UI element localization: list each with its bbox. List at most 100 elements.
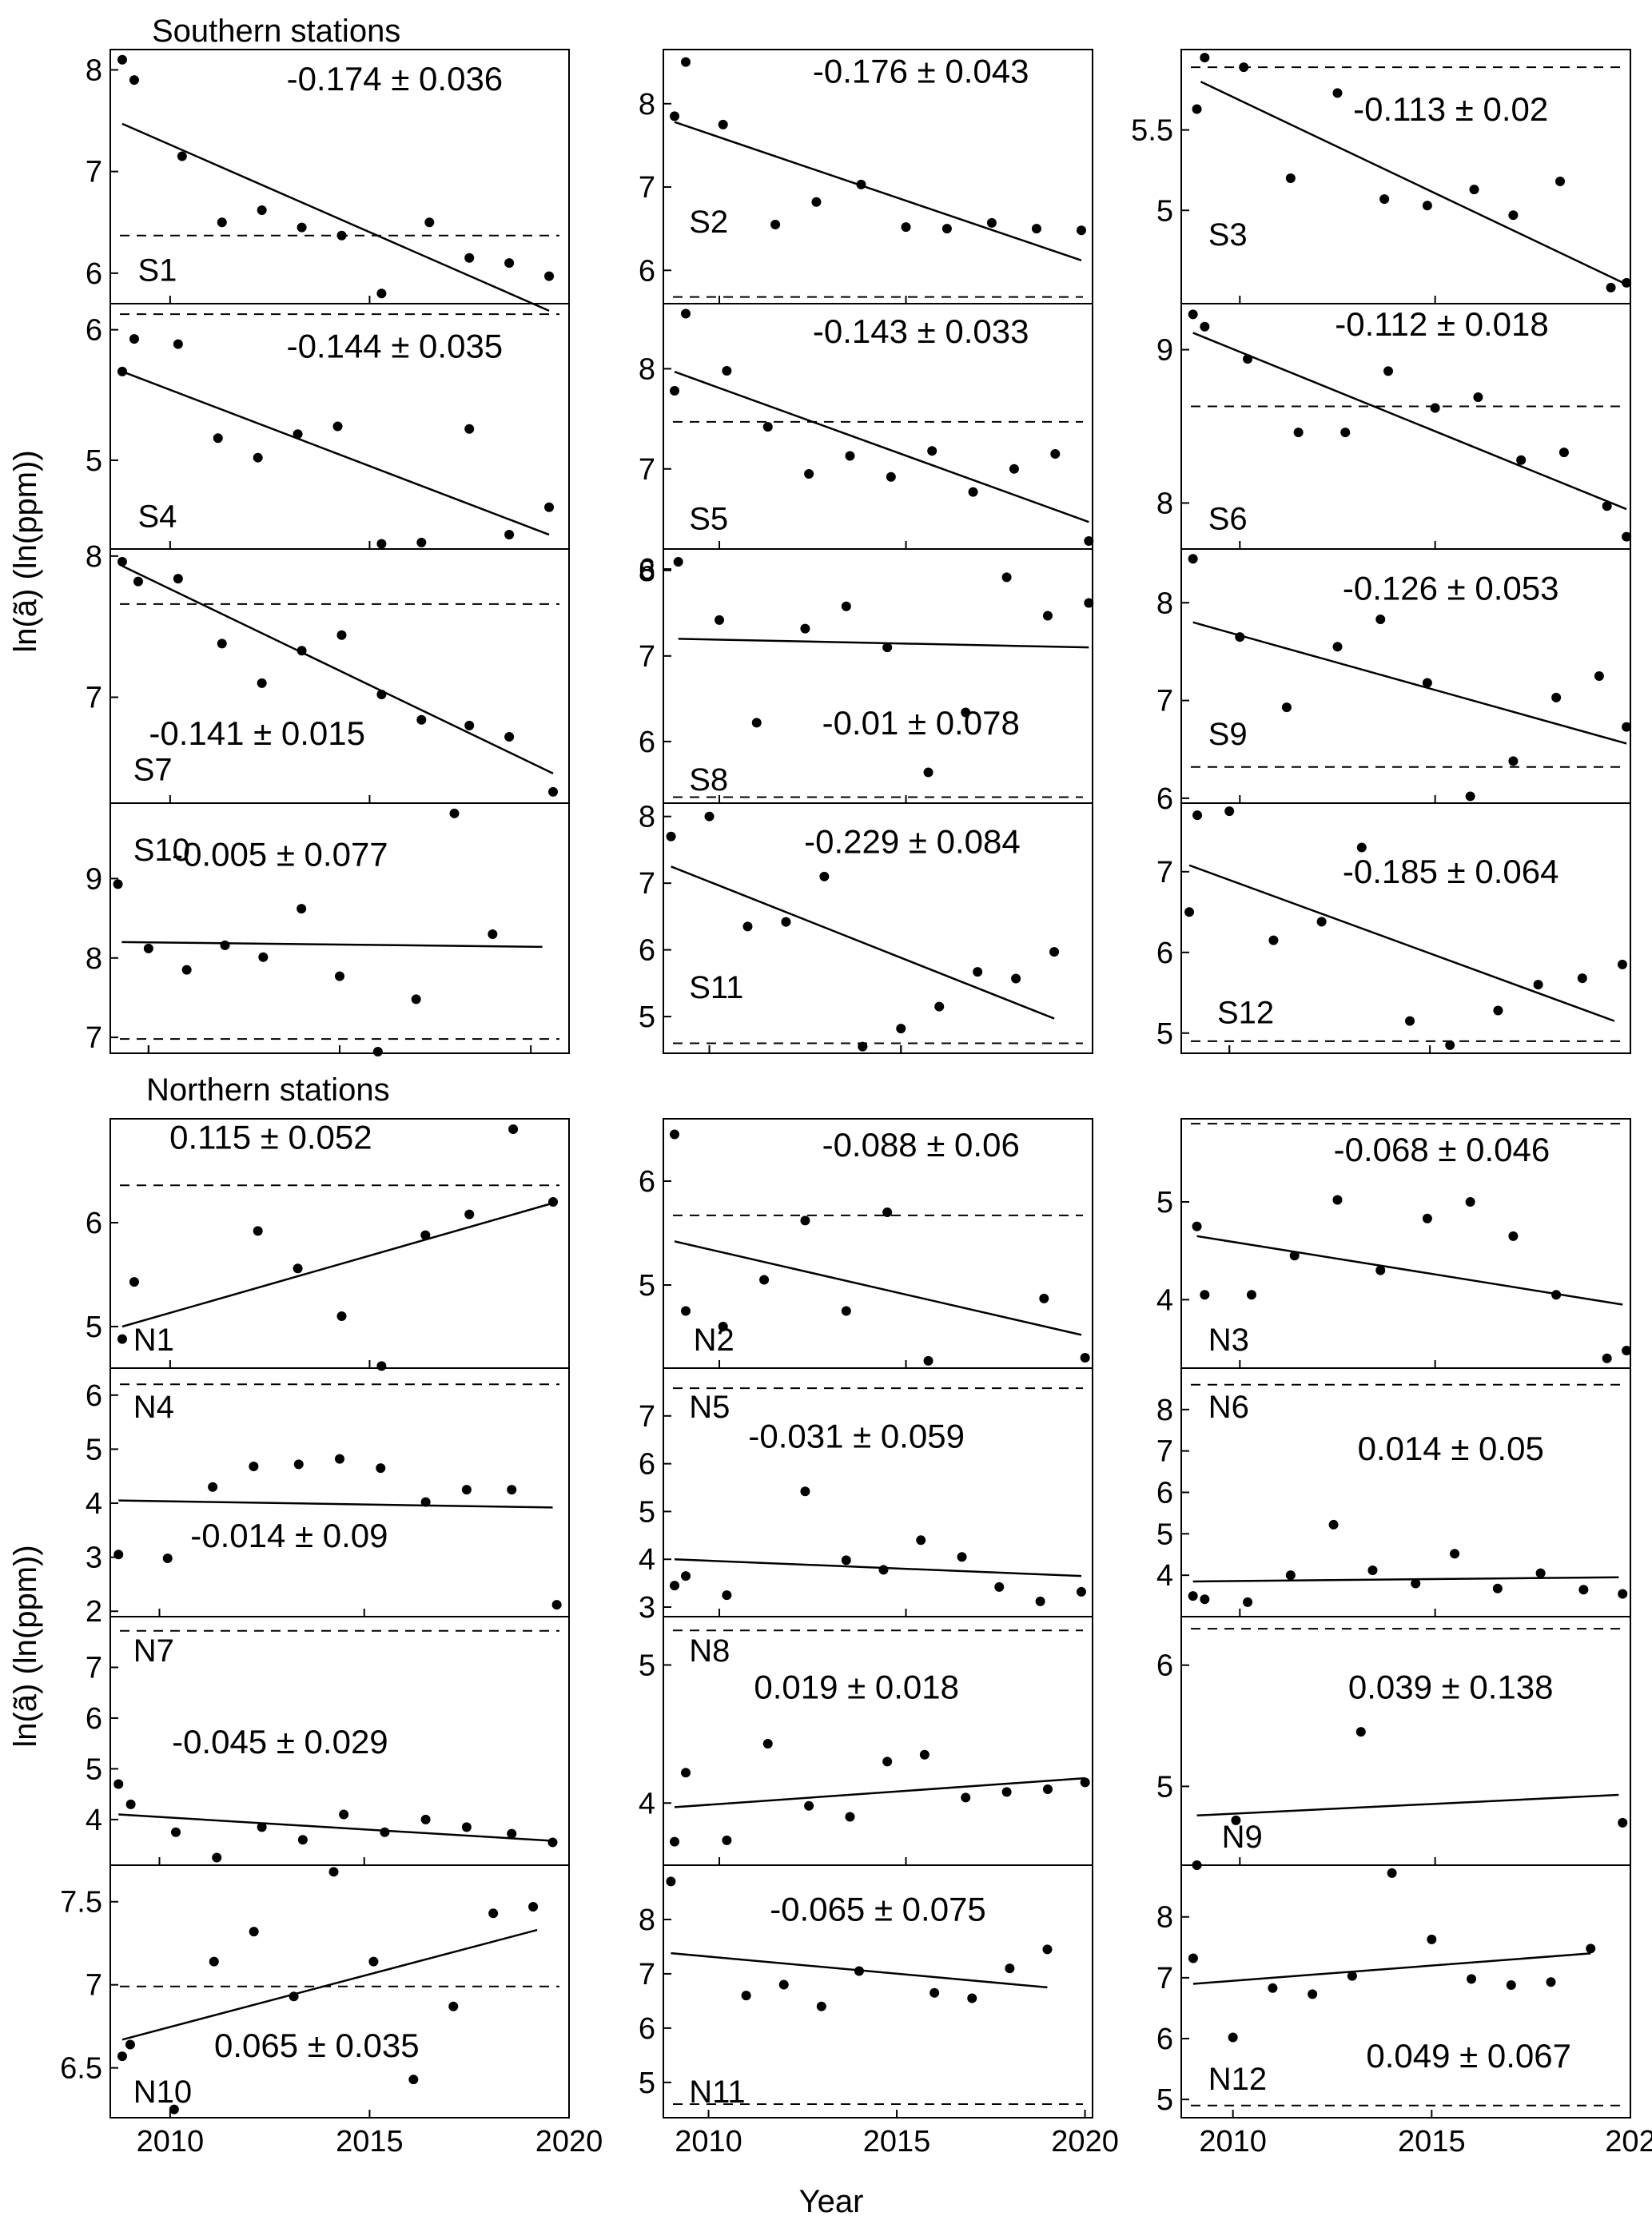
- data-point: [504, 258, 515, 269]
- data-point: [967, 1993, 977, 2003]
- data-point: [819, 871, 830, 881]
- y-tick-label: 6: [1156, 1649, 1173, 1683]
- data-point: [1411, 1578, 1421, 1589]
- trend-line: [1192, 332, 1627, 511]
- data-point: [464, 1209, 475, 1219]
- data-point: [816, 2001, 826, 2011]
- data-point: [408, 2075, 419, 2085]
- data-point: [1285, 173, 1296, 184]
- station-label: N7: [133, 1633, 174, 1669]
- data-point: [293, 1263, 303, 1274]
- y-tick-label: 7: [86, 1651, 102, 1685]
- data-point: [670, 386, 680, 396]
- y-axis-label-top: ln(ã) (ln(ppm)): [8, 450, 43, 652]
- slope-label: -0.144 ± 0.035: [287, 328, 504, 365]
- data-point: [923, 1355, 933, 1366]
- data-point: [507, 1828, 517, 1839]
- data-point: [1243, 354, 1253, 364]
- y-tick-label: 7: [1156, 1435, 1173, 1469]
- station-label: S5: [689, 501, 728, 536]
- data-point: [1293, 428, 1304, 438]
- panel-n7: 4 5 6 7 N7 -0.045 ± 0.029: [86, 1616, 570, 1866]
- trend-line: [121, 370, 550, 536]
- y-tick-label: 2: [86, 1595, 102, 1629]
- data-point: [1535, 1568, 1546, 1578]
- data-point: [129, 1277, 139, 1287]
- data-point: [1347, 1971, 1357, 1981]
- trend-line: [674, 1240, 1082, 1336]
- data-point: [1050, 448, 1061, 459]
- panel-s7: 7 8 S7-0.141 ± 0.015: [86, 540, 570, 804]
- slope-label: 0.014 ± 0.05: [1358, 1430, 1544, 1467]
- data-point: [117, 366, 127, 376]
- panel-s12: 5 6 7 S12 -0.185 ± 0.064: [1156, 802, 1631, 1054]
- data-point: [681, 1306, 691, 1316]
- y-tick-label: 7: [1156, 1962, 1173, 1995]
- data-point: [212, 1852, 222, 1863]
- slope-label: -0.068 ± 0.046: [1334, 1131, 1550, 1168]
- y-tick-label: 6: [86, 1207, 102, 1240]
- data-point: [113, 1779, 124, 1789]
- data-point: [718, 119, 728, 129]
- data-point: [1422, 201, 1432, 211]
- data-point: [376, 539, 387, 549]
- slope-label: -0.113 ± 0.02: [1353, 90, 1548, 128]
- data-point: [1546, 1977, 1556, 1987]
- y-tick-label: 7: [1156, 685, 1173, 718]
- data-point: [461, 1822, 472, 1832]
- panel-s8: 6 7 8 S8 -0.01 ± 0.078: [639, 548, 1094, 804]
- data-point: [666, 831, 676, 841]
- y-tick-label: 7: [639, 1958, 655, 1991]
- data-point: [1042, 611, 1053, 621]
- y-tick-label: 5: [639, 1495, 655, 1529]
- data-point: [1005, 1963, 1015, 1974]
- data-point: [1084, 535, 1094, 546]
- data-point: [257, 205, 267, 215]
- y-tick-label: 8: [639, 352, 655, 386]
- y-tick-label: 8: [1156, 487, 1173, 520]
- y-tick-label: 7.5: [60, 1886, 102, 1920]
- slope-label: -0.065 ± 0.075: [770, 1891, 986, 1928]
- data-point: [856, 179, 866, 189]
- data-point: [927, 446, 937, 456]
- data-point: [1551, 1290, 1562, 1300]
- data-point: [129, 75, 139, 86]
- data-point: [1268, 1983, 1278, 1993]
- data-point: [1200, 53, 1210, 63]
- data-point: [973, 967, 983, 977]
- trend-line: [674, 121, 1082, 261]
- data-point: [336, 1311, 347, 1321]
- data-point: [1508, 210, 1519, 221]
- slope-label: -0.005 ± 0.077: [172, 835, 388, 873]
- y-tick-label: 4: [1156, 1283, 1173, 1317]
- y-tick-label: 6.5: [60, 2052, 102, 2086]
- data-point: [1617, 959, 1627, 969]
- data-point: [488, 929, 498, 939]
- data-point: [1239, 62, 1249, 73]
- data-point: [420, 1814, 431, 1824]
- data-point: [1332, 88, 1343, 98]
- data-point: [1268, 935, 1279, 945]
- data-point: [886, 471, 896, 482]
- data-point: [1467, 1974, 1477, 1984]
- slope-label: 0.115 ± 0.052: [169, 1118, 372, 1156]
- trend-line: [1188, 864, 1615, 1022]
- data-point: [1506, 1980, 1516, 1991]
- data-point: [882, 643, 893, 653]
- data-point: [1558, 448, 1569, 458]
- data-point: [1200, 321, 1210, 332]
- station-label: N6: [1208, 1390, 1249, 1425]
- y-tick-label: 7: [86, 156, 102, 189]
- data-point: [882, 1207, 893, 1217]
- panel-s10: 7 8 9 S10-0.005 ± 0.077: [86, 802, 570, 1057]
- data-point: [208, 1482, 218, 1492]
- data-point: [1379, 194, 1390, 205]
- slope-label: -0.174 ± 0.036: [287, 60, 504, 97]
- trend-line: [1192, 1576, 1619, 1583]
- data-point: [1508, 1231, 1519, 1241]
- data-point: [544, 502, 555, 512]
- data-point: [742, 921, 753, 932]
- data-point: [1200, 1290, 1210, 1300]
- data-point: [368, 1956, 379, 1967]
